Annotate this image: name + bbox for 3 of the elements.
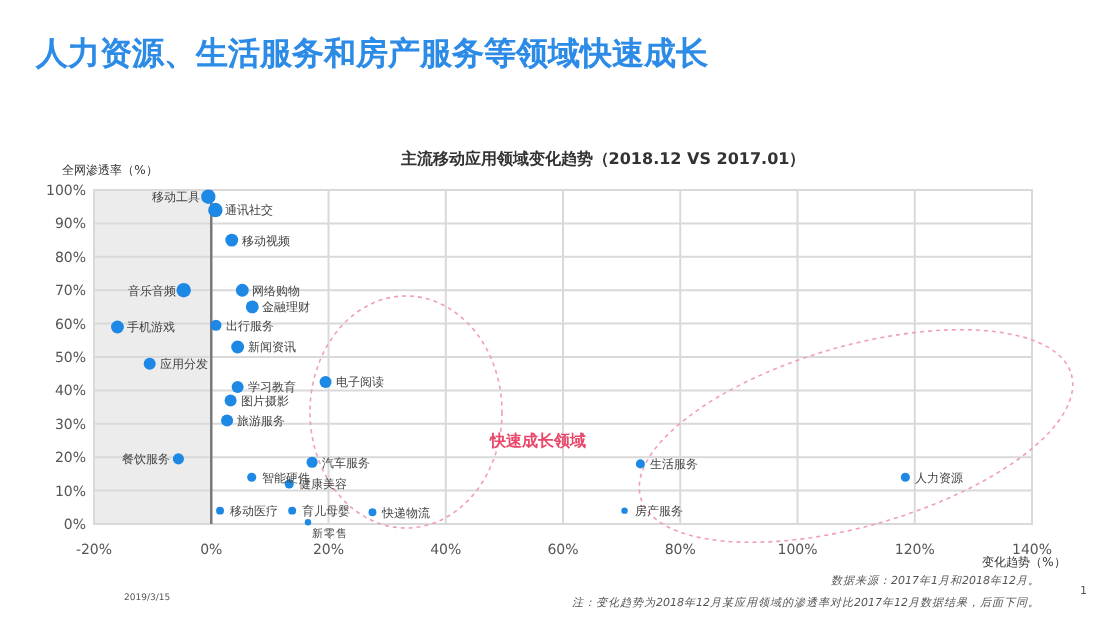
annotation: 快速成长领域 [488, 432, 586, 450]
chart-subtitle: 主流移动应用领域变化趋势（2018.12 VS 2017.01） [398, 148, 806, 168]
chart-title: 人力资源、生活服务和房产服务等领域快速成长 [34, 34, 710, 72]
